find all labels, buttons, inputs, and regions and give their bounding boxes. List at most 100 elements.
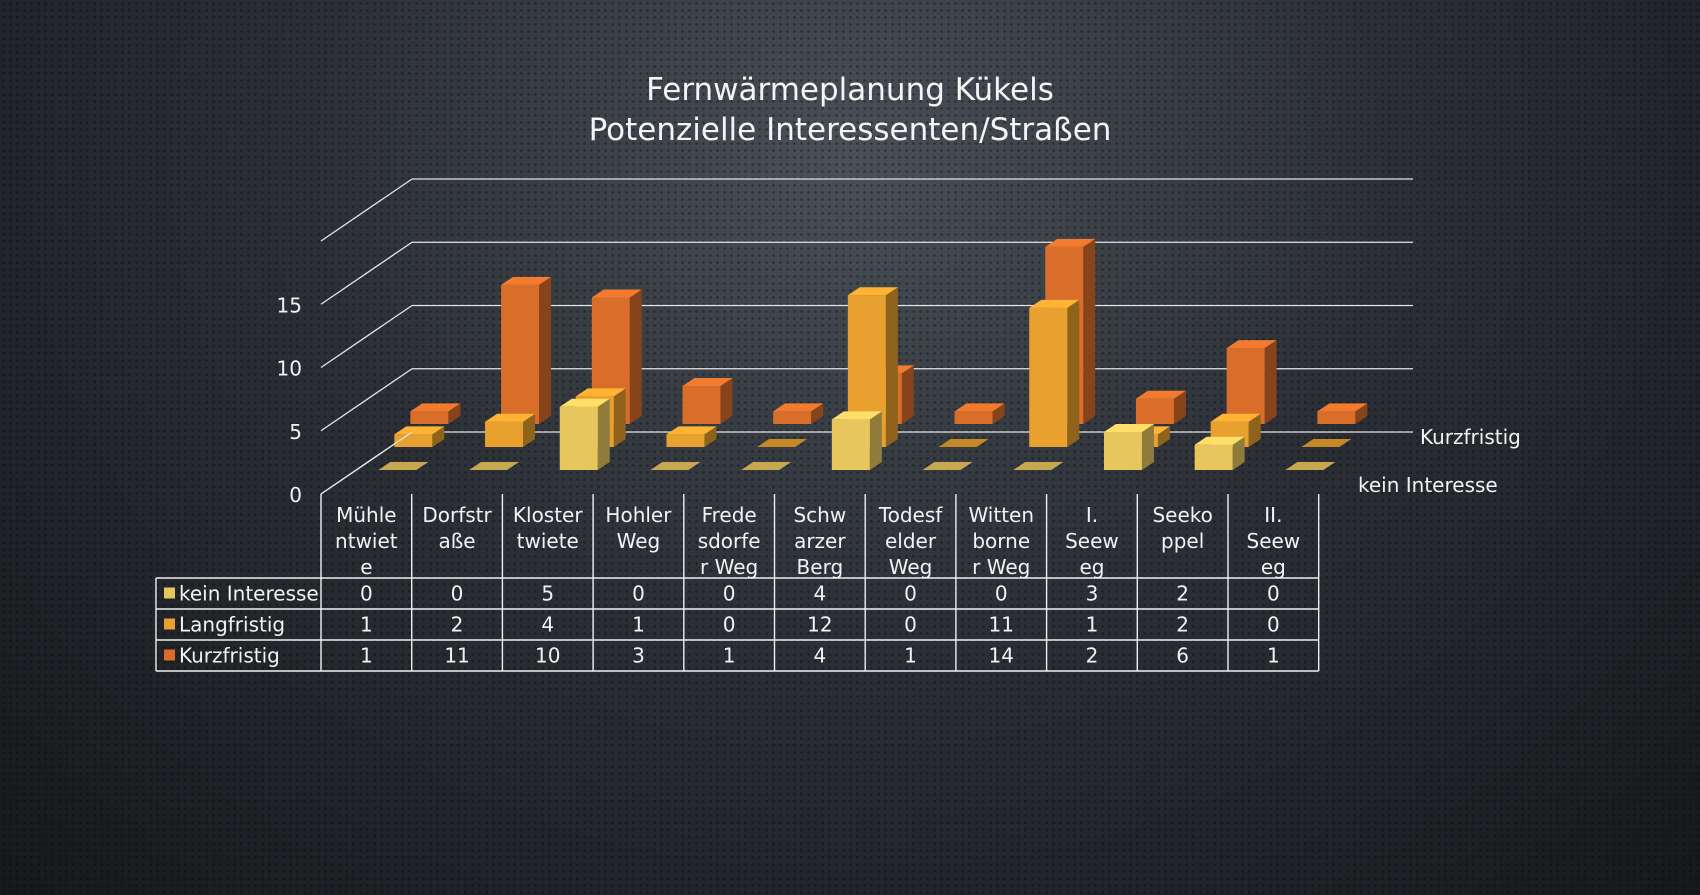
bar-side [1248,413,1261,447]
bar-top [1103,424,1154,433]
y-tick-label: 5 [289,420,302,444]
bar-side [523,413,536,447]
data-value: 14 [989,644,1014,668]
data-value: 0 [632,582,645,606]
bar-side [704,426,717,447]
bar-flat-top [757,439,808,447]
bar-front [1226,348,1265,424]
legend-key [164,587,175,599]
bar-flat-top [469,462,520,470]
bar-top [410,403,461,412]
bar-side [811,403,824,424]
category-label: elder [885,529,937,553]
category-label: eg [1261,555,1286,579]
data-value: 4 [813,582,826,606]
data-value: 11 [444,644,469,668]
bar-top [1226,340,1277,349]
bar-flat-top [378,462,429,470]
bar-side [885,287,898,447]
category-label: II. [1264,503,1282,527]
bar-kurzfristig [1135,390,1186,424]
data-value: 0 [995,582,1008,606]
category-label: Seeko [1152,503,1212,527]
data-value: 2 [1176,582,1189,606]
bar-side [1355,403,1368,424]
bar-langfristig [1029,299,1080,447]
gridline-side [320,178,413,242]
category-label: borne [972,529,1030,553]
bar-kein-interesse [1194,436,1245,470]
bar-side [613,388,626,447]
bar-front [682,386,721,424]
legend-label: Langfristig [179,613,285,637]
bar-front [410,411,449,424]
y-tick-label: 15 [277,293,302,317]
bar-side [432,426,445,447]
category-label: Seew [1247,529,1301,553]
bar-kein-interesse [922,462,973,470]
legend-label: kein Interesse [179,582,319,606]
bar-top [485,413,536,422]
bar-side [1173,390,1186,424]
bar-flat-top [1013,462,1064,470]
data-value: 0 [904,582,917,606]
bar-kein-interesse [1285,462,1336,470]
bar-kein-interesse [831,411,882,470]
bar-top [559,398,610,407]
bar-side [1232,436,1245,470]
data-value: 1 [723,644,736,668]
bar-langfristig [666,426,717,447]
bar-kein-interesse [469,462,520,470]
bar-side [992,403,1005,424]
category-label: Dorfstr [422,503,492,527]
gridline-side [320,368,413,432]
bar-top [591,289,642,298]
category-label: aße [438,529,475,553]
bar-front [666,434,705,447]
bar-top [1045,238,1096,247]
data-value: 4 [541,613,554,637]
bar-side [901,365,914,424]
bar-langfristig [757,439,808,447]
category-label: Witten [968,503,1034,527]
bar-side [629,289,642,424]
data-value: 1 [1267,644,1280,668]
bar-front [954,411,993,424]
data-value: 5 [541,582,554,606]
category-label: Weg [889,555,933,579]
bar-front [559,406,598,470]
bar-side [448,403,461,424]
chart-title-line-1: Fernwärmeplanung Kükels [646,72,1054,108]
data-value: 10 [535,644,560,668]
bar-front [1103,432,1142,470]
bar-flat-top [1285,462,1336,470]
data-value: 1 [632,613,645,637]
category-label: Berg [797,555,844,579]
bar-top [954,403,1005,412]
data-value: 0 [1267,582,1280,606]
data-value: 2 [1176,613,1189,637]
category-label: Weg [617,529,661,553]
data-value: 0 [451,582,464,606]
y-tick-label: 10 [277,357,302,381]
bar-side [597,398,610,470]
category-label: e [360,555,372,579]
data-value: 2 [1086,644,1099,668]
bar-top [666,426,717,435]
gridline-side [320,304,413,369]
bar-top [1029,299,1080,308]
data-value: 3 [632,644,645,668]
chart-title: Fernwärmeplanung Kükels Potenzielle Inte… [0,70,1700,150]
category-label: Schw [793,503,846,527]
bar-side [720,378,733,424]
bar-kurzfristig [501,276,552,424]
category-label: twiete [517,529,579,553]
bar-top [501,276,552,285]
chart-title-line-2: Potenzielle Interessenten/Straßen [588,112,1112,148]
category-label: Hohler [605,503,672,527]
bar-top [575,388,626,397]
data-value: 0 [723,582,736,606]
bar-kurzfristig [773,403,824,424]
